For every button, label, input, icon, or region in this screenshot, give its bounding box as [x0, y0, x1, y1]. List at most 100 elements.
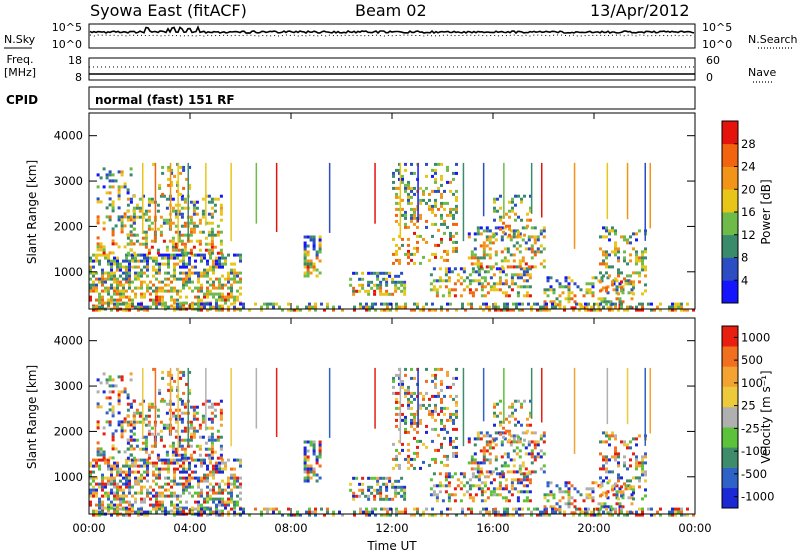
- echo-cell: [173, 265, 176, 269]
- echo-cell: [198, 218, 202, 222]
- echo-cell: [182, 305, 185, 309]
- echo-cell: [123, 224, 127, 228]
- echo-cell: [609, 300, 613, 304]
- echo-cell: [480, 294, 484, 298]
- echo-cell: [194, 476, 197, 480]
- echo-cell: [206, 295, 209, 299]
- echo-cell: [314, 308, 317, 312]
- echo-cell: [207, 438, 211, 442]
- echo-cell: [416, 240, 419, 244]
- echo-cell: [104, 485, 107, 489]
- echo-cell: [674, 305, 677, 309]
- echo-cell: [533, 241, 537, 245]
- echo-cell: [549, 285, 553, 289]
- echo-cell: [99, 245, 103, 249]
- echo-cell: [185, 467, 188, 471]
- echo-cell: [129, 233, 133, 237]
- echo-cell: [89, 482, 92, 486]
- echo-cell: [395, 373, 398, 377]
- echo-cell: [440, 308, 443, 312]
- echo-cell: [404, 430, 407, 434]
- echo-cell: [107, 302, 110, 306]
- echo-cell: [513, 487, 517, 491]
- echo-cell: [170, 171, 174, 175]
- echo-cell: [92, 271, 95, 275]
- echo-cell: [379, 286, 383, 290]
- echo-cell: [309, 467, 313, 471]
- echo-cell: [230, 277, 233, 281]
- echo-cell: [355, 289, 359, 293]
- echo-cell: [376, 479, 380, 483]
- echo-cell: [89, 473, 92, 477]
- echo-cell: [641, 507, 644, 511]
- echo-cell: [156, 227, 160, 231]
- echo-cell: [120, 390, 124, 394]
- echo-cell: [514, 203, 517, 207]
- echo-cell: [281, 308, 284, 312]
- echo-cell: [203, 473, 206, 477]
- echo-cell: [171, 209, 175, 213]
- echo-cell: [435, 288, 439, 292]
- echo-cell: [596, 308, 599, 312]
- echo-cell: [425, 367, 428, 371]
- echo-cell: [197, 295, 200, 299]
- echo-cell: [425, 445, 428, 449]
- echo-cell: [207, 447, 211, 451]
- echo-cell: [195, 224, 199, 228]
- echo-cell: [188, 391, 192, 395]
- echo-cell: [392, 237, 395, 241]
- echo-cell: [158, 470, 161, 474]
- echo-cell: [629, 440, 632, 444]
- echo-cell: [383, 302, 386, 306]
- echo-cell: [509, 229, 513, 233]
- echo-cell: [380, 302, 383, 306]
- echo-cell: [410, 406, 413, 410]
- echo-cell: [111, 209, 115, 213]
- echo-cell: [111, 378, 115, 382]
- echo-cell: [588, 282, 592, 286]
- echo-cell: [407, 391, 410, 395]
- echo-cell: [96, 200, 100, 204]
- echo-cell: [266, 305, 269, 309]
- echo-cell: [173, 305, 176, 309]
- echo-cell: [671, 507, 674, 511]
- echo-cell: [376, 277, 380, 281]
- echo-cell: [434, 448, 437, 452]
- echo-cell: [617, 247, 620, 251]
- echo-cell: [444, 478, 448, 482]
- echo-cell: [395, 305, 398, 309]
- echo-cell: [135, 215, 139, 219]
- echo-cell: [98, 308, 101, 312]
- echo-cell: [394, 289, 398, 293]
- echo-cell: [173, 174, 177, 178]
- echo-cell: [152, 507, 155, 511]
- echo-cell: [584, 308, 587, 312]
- echo-cell: [626, 262, 629, 266]
- echo-cell: [230, 491, 233, 495]
- echo-cell: [452, 192, 455, 196]
- echo-cell: [455, 204, 458, 208]
- echo-cell: [527, 238, 531, 242]
- colorbar-segment: [722, 427, 738, 448]
- echo-cell: [468, 478, 472, 482]
- echo-cell: [456, 273, 460, 277]
- echo-cell: [398, 168, 401, 172]
- echo-cell: [158, 485, 161, 489]
- echo-cell: [413, 213, 416, 217]
- echo-cell: [206, 500, 209, 504]
- echo-cell: [549, 481, 553, 485]
- echo-cell: [403, 488, 407, 492]
- echo-cell: [483, 279, 487, 283]
- echo-cell: [287, 308, 290, 312]
- echo-cell: [398, 376, 401, 380]
- echo-cell: [620, 280, 623, 284]
- echo-cell: [137, 308, 140, 312]
- echo-cell: [435, 484, 439, 488]
- echo-cell: [635, 262, 638, 266]
- echo-cell: [488, 470, 492, 474]
- echo-cell: [306, 464, 310, 468]
- echo-cell: [227, 476, 230, 480]
- echo-cell: [453, 294, 457, 298]
- echo-cell: [308, 510, 311, 514]
- echo-cell: [212, 265, 215, 269]
